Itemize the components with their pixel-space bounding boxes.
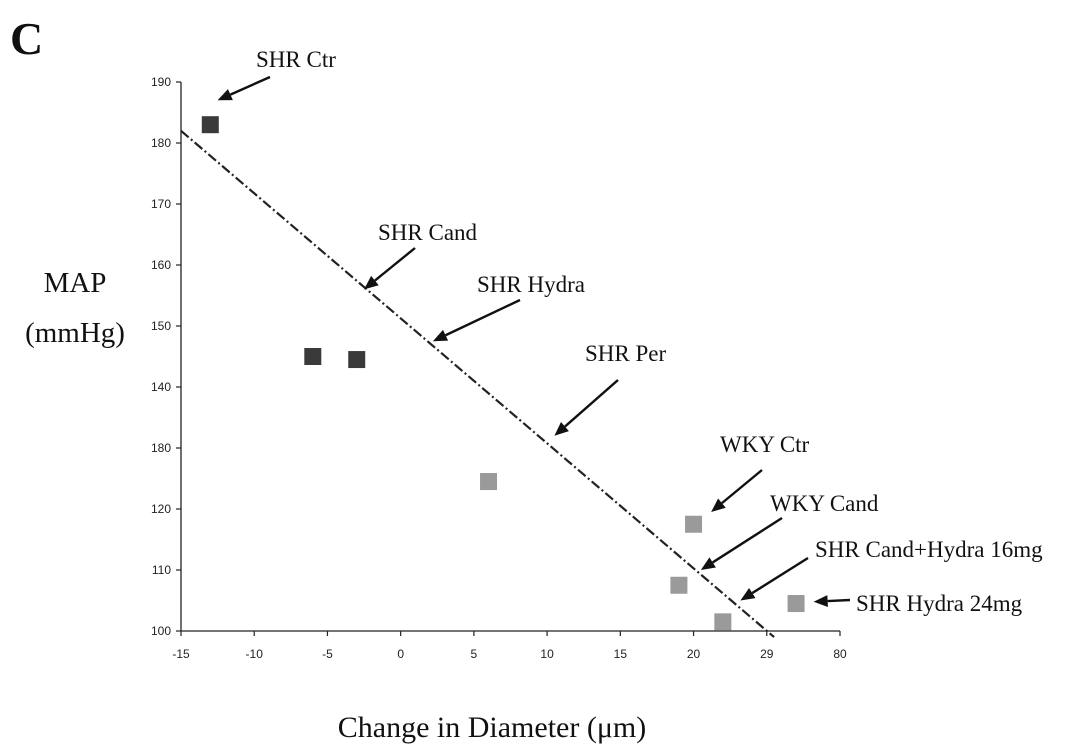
y-tick-label: 170 xyxy=(151,197,171,211)
annotation-arrowhead xyxy=(554,422,569,436)
annotation-arrow-shaft xyxy=(445,298,521,337)
annotation-label: SHR Cand+Hydra 16mg xyxy=(815,537,1043,562)
annotation-label: SHR Cand xyxy=(378,220,478,245)
x-axis-label: Change in Diameter (μm) xyxy=(338,711,646,744)
data-point-dark xyxy=(201,116,219,134)
annotation-arrowhead xyxy=(813,595,828,608)
annotation-arrow-shaft xyxy=(712,516,783,564)
x-tick-label: 5 xyxy=(471,647,478,661)
x-tick-label: -10 xyxy=(246,647,264,661)
annotation-label: SHR Ctr xyxy=(256,47,336,72)
y-tick-label: 100 xyxy=(151,624,171,638)
y-tick-label: 180 xyxy=(151,441,171,455)
trend-line xyxy=(180,129,775,638)
plot-area: 100 110 120 180 140 150 160 170 180 190 -15 -10 -5 0 5… xyxy=(151,47,1043,661)
annotation-arrowhead xyxy=(364,275,379,290)
annotation-arrow-shaft xyxy=(751,556,809,595)
data-point-dark xyxy=(304,348,322,365)
x-tick-label: 15 xyxy=(614,647,628,661)
annotation-arrowhead xyxy=(217,89,233,101)
data-point-light xyxy=(685,515,703,533)
annotation-label: WKY Ctr xyxy=(720,432,810,457)
x-tick-label: -5 xyxy=(322,647,333,661)
annotation-label: SHR Hydra 24mg xyxy=(856,591,1023,616)
y-axis-label-line-2: (mmHg) xyxy=(25,317,125,349)
y-tick-label: 120 xyxy=(151,502,171,516)
panel-label: C xyxy=(10,13,43,64)
y-tick-label: 180 xyxy=(151,136,171,150)
annotation-label: SHR Hydra xyxy=(477,272,585,297)
annotation-label: WKY Cand xyxy=(770,491,879,516)
x-tick-label: 20 xyxy=(687,647,701,661)
x-tick-label: -15 xyxy=(172,647,190,661)
y-tick-label: 140 xyxy=(151,380,171,394)
data-point-dark xyxy=(348,351,366,369)
annotation-arrow-shaft xyxy=(564,379,619,428)
annotation-arrow-shaft xyxy=(721,469,763,505)
data-point-light xyxy=(714,613,732,631)
annotation-arrow-shaft xyxy=(229,75,271,96)
y-tick-label: 150 xyxy=(151,319,171,333)
data-point-light xyxy=(480,473,498,491)
annotation-arrowhead xyxy=(432,329,449,342)
y-tick-label: 110 xyxy=(152,563,171,577)
annotation-arrowhead xyxy=(740,587,756,601)
annotation-arrow-shaft xyxy=(374,247,416,282)
data-point-light xyxy=(787,595,805,613)
y-tick-label: 190 xyxy=(151,75,171,89)
annotation-arrowhead xyxy=(711,498,726,513)
x-tick-label: 29 xyxy=(760,647,774,661)
annotation-arrowhead xyxy=(700,557,716,570)
x-tick-label: 80 xyxy=(833,647,847,661)
x-tick-label: 10 xyxy=(540,647,554,661)
y-axis-label-line-1: MAP xyxy=(44,267,107,299)
data-point-light xyxy=(670,576,688,594)
annotation-arrow-shaft xyxy=(827,598,851,603)
x-tick-label: 0 xyxy=(397,647,404,661)
y-tick-label: 160 xyxy=(151,258,171,272)
annotation-label: SHR Per xyxy=(585,341,666,366)
